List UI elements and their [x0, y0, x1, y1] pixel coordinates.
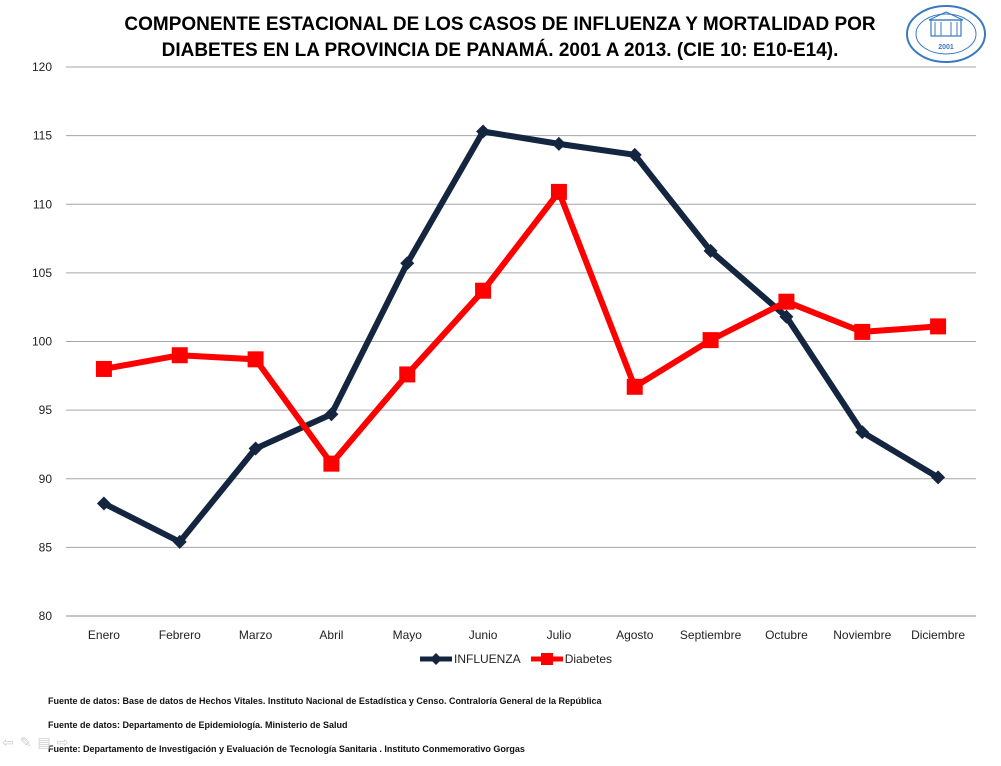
x-tick-label: Agosto	[616, 628, 654, 642]
x-tick-label: Diciembre	[911, 628, 965, 642]
y-tick-label: 95	[39, 403, 53, 417]
x-tick-label: Noviembre	[833, 628, 891, 642]
data-point-influenza	[96, 496, 111, 511]
source-line-2: Fuente de datos: Departamento de Epidemi…	[48, 720, 348, 730]
data-point-diabetes	[626, 378, 643, 395]
grid-lines	[66, 66, 976, 617]
data-point-diabetes	[475, 282, 492, 299]
data-point-diabetes	[171, 347, 188, 364]
legend-influenza-marker	[418, 652, 454, 666]
y-tick-label: 80	[39, 609, 53, 623]
y-tick-label: 110	[33, 197, 52, 211]
y-axis-ticks: 80 85 90 95 100 105 110 115 120	[32, 60, 52, 623]
data-point-influenza	[931, 470, 946, 485]
chart-title-line-2: DIABETES EN LA PROVINCIA DE PANAMÁ. 2001…	[161, 40, 839, 61]
y-tick-label: 100	[32, 335, 52, 349]
legend: INFLUENZA Diabetes	[418, 652, 620, 666]
data-point-influenza	[779, 309, 794, 324]
data-point-influenza	[324, 407, 339, 422]
data-point-diabetes	[778, 293, 795, 310]
data-point-diabetes	[95, 360, 112, 377]
y-tick-label: 105	[32, 266, 52, 280]
source-line-1: Fuente de datos: Base de datos de Hechos…	[48, 696, 602, 706]
x-tick-label: Abril	[319, 628, 343, 642]
series-line-influenza	[102, 128, 940, 545]
x-tick-label: Octubre	[765, 628, 808, 642]
x-tick-label: Marzo	[239, 628, 273, 642]
menu-icon[interactable]: ▤	[37, 734, 51, 750]
y-tick-label: 120	[32, 60, 52, 74]
series	[95, 124, 947, 549]
chart-title-line-1: COMPONENTE ESTACIONAL DE LOS CASOS DE IN…	[124, 14, 876, 35]
sources-block: Fuente de datos: Base de datos de Hechos…	[48, 694, 601, 766]
legend-item-influenza: INFLUENZA	[418, 652, 521, 666]
data-point-diabetes	[247, 351, 264, 368]
data-point-influenza	[855, 425, 870, 440]
data-point-diabetes	[854, 323, 871, 340]
chart-title: COMPONENTE ESTACIONAL DE LOS CASOS DE IN…	[90, 12, 910, 64]
x-tick-label: Enero	[88, 628, 120, 642]
legend-diabetes-label: Diabetes	[564, 652, 613, 666]
pen-icon[interactable]: ✎	[19, 734, 32, 750]
slide-nav: ⇦ ✎ ▤ ⇨	[2, 734, 68, 751]
series-line-diabetes	[103, 188, 939, 467]
legend-item-diabetes: Diabetes	[529, 652, 612, 666]
data-point-influenza	[476, 124, 491, 139]
y-tick-label: 115	[33, 129, 52, 143]
data-point-influenza	[551, 136, 566, 151]
x-tick-label: Septiembre	[680, 628, 742, 642]
data-point-influenza	[627, 147, 642, 162]
data-point-diabetes	[702, 332, 719, 349]
data-point-influenza	[703, 243, 718, 258]
y-tick-label: 90	[39, 472, 53, 486]
x-tick-label: Mayo	[393, 628, 423, 642]
arrow-left-icon[interactable]: ⇦	[2, 734, 14, 750]
x-tick-label: Julio	[547, 628, 572, 642]
data-point-influenza	[172, 534, 187, 549]
institution-logo: 2001	[906, 5, 986, 63]
data-point-diabetes	[550, 183, 567, 200]
logo-year: 2001	[938, 44, 954, 51]
data-point-diabetes	[930, 318, 947, 335]
source-line-3: Fuente: Departamento de Investigación y …	[48, 744, 525, 754]
data-point-influenza	[248, 441, 263, 456]
x-axis-ticks: Enero Febrero Marzo Abril Mayo Junio Julio Agos…	[88, 628, 966, 642]
legend-influenza-label: INFLUENZA	[454, 652, 521, 666]
x-tick-label: Febrero	[159, 628, 201, 642]
data-point-diabetes	[399, 366, 416, 383]
data-point-influenza	[400, 256, 415, 271]
data-point-diabetes	[323, 455, 340, 472]
legend-diabetes-marker	[529, 652, 565, 666]
arrow-right-icon[interactable]: ⇨	[56, 734, 69, 750]
y-tick-label: 85	[39, 540, 53, 554]
x-tick-label: Junio	[469, 628, 498, 642]
